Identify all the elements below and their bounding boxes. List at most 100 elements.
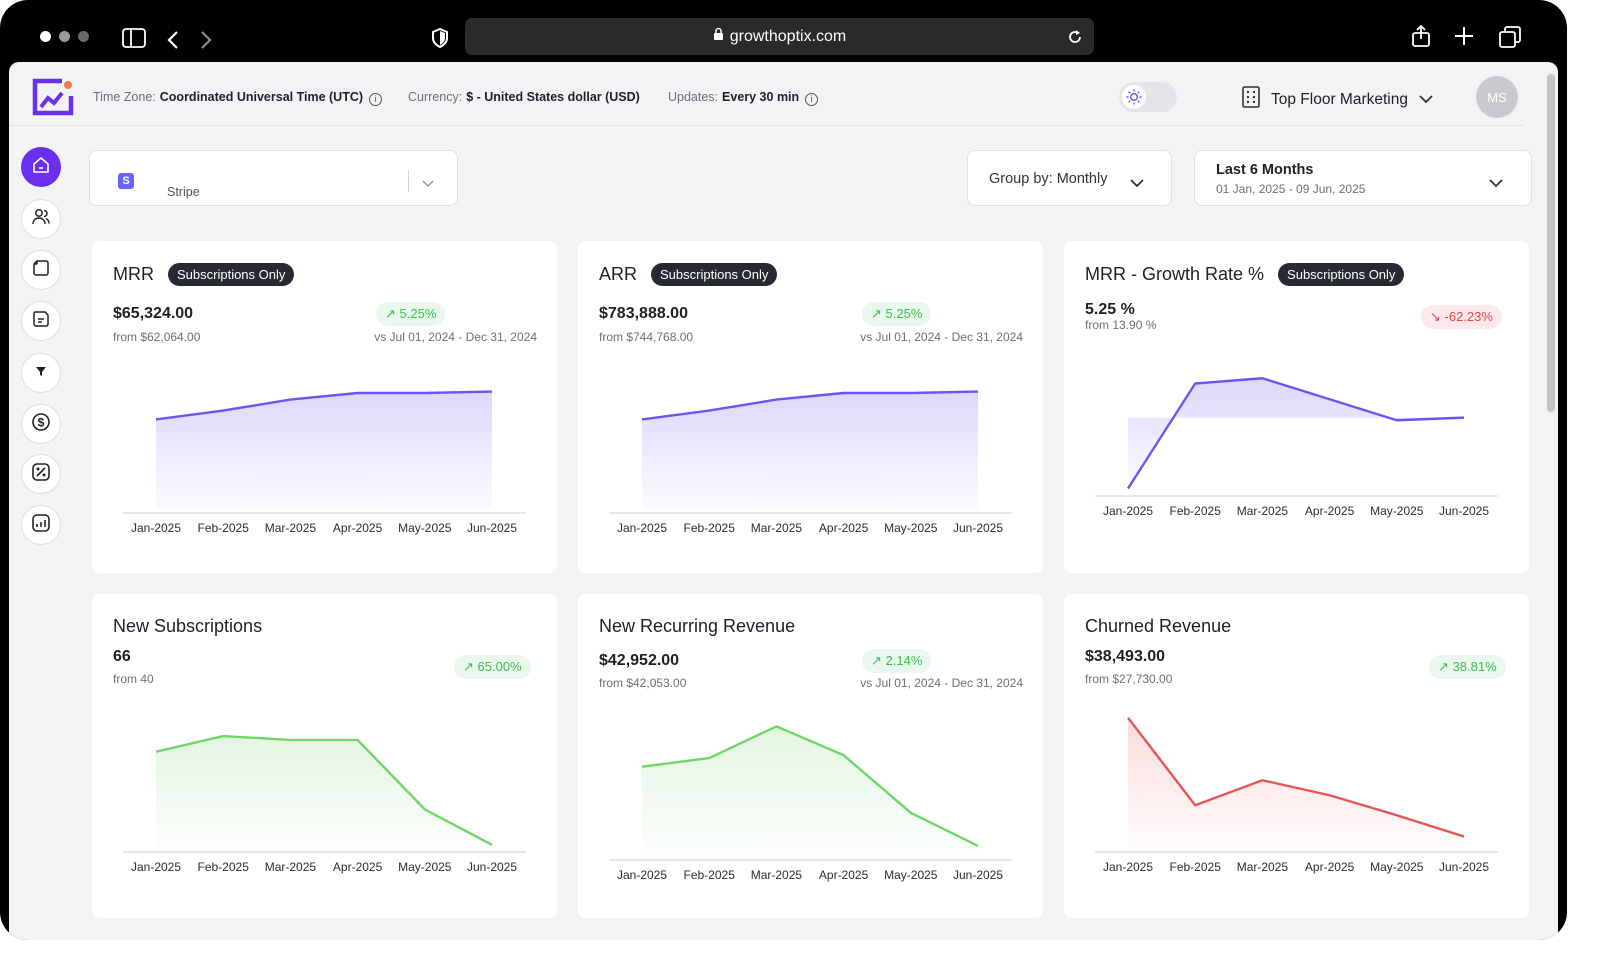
data-point[interactable] xyxy=(422,390,428,396)
filter-pill[interactable]: Subscriptions Only xyxy=(168,263,295,286)
data-point[interactable] xyxy=(773,723,779,729)
x-tick-label: Jan-2025 xyxy=(1103,860,1153,874)
data-point[interactable] xyxy=(1192,381,1198,387)
updates-label: Updates: xyxy=(668,90,719,104)
data-point[interactable] xyxy=(1461,415,1467,421)
card-title-text: MRR - Growth Rate % xyxy=(1085,264,1265,284)
date-range-select[interactable]: Last 6 Months 01 Jan, 2025 - 09 Jun, 202… xyxy=(1194,150,1532,206)
data-point[interactable] xyxy=(908,390,914,396)
data-point[interactable] xyxy=(287,397,293,403)
metric-from: from $62,064.00 xyxy=(113,330,201,344)
sidebar-item-users[interactable] xyxy=(21,199,61,239)
data-point[interactable] xyxy=(1327,396,1333,402)
sidebar-item-home[interactable] xyxy=(21,147,61,187)
sidebar-icon[interactable] xyxy=(122,28,146,52)
reload-icon[interactable] xyxy=(1067,29,1083,49)
x-tick-label: Jan-2025 xyxy=(617,521,667,535)
address-bar[interactable]: growthoptix.com xyxy=(465,18,1094,55)
data-point[interactable] xyxy=(706,408,712,414)
sidebar-item-reports[interactable] xyxy=(21,301,61,341)
filter-pill[interactable]: Subscriptions Only xyxy=(651,263,778,286)
sidebar-item-funnel[interactable] xyxy=(21,353,61,393)
x-tick-label: Feb-2025 xyxy=(1170,504,1222,518)
card-new-subscriptions: New Subscriptions 66 from 40 ↗ 65.00% Ja… xyxy=(92,594,557,918)
company-selector[interactable]: Top Floor Marketing xyxy=(1241,86,1434,113)
mrr-chart[interactable]: Jan-2025 Feb-2025 Mar-2025 Apr-2025 May-2025… xyxy=(92,241,557,573)
data-point[interactable] xyxy=(489,842,495,848)
timezone-info: Time Zone: Coordinated Universal Time (UT… xyxy=(93,90,383,106)
data-point[interactable] xyxy=(1125,715,1131,721)
minimize-dot[interactable] xyxy=(59,31,70,42)
data-point[interactable] xyxy=(639,416,645,422)
data-point[interactable] xyxy=(287,737,293,743)
x-tick-label: Apr-2025 xyxy=(1305,504,1355,518)
data-point[interactable] xyxy=(1259,375,1265,381)
data-point[interactable] xyxy=(489,389,495,395)
data-point[interactable] xyxy=(908,810,914,816)
close-dot[interactable] xyxy=(40,31,51,42)
data-point[interactable] xyxy=(841,752,847,758)
churned-revenue-chart[interactable]: Jan-2025 Feb-2025 Mar-2025 Apr-2025 May-2025… xyxy=(1064,594,1529,918)
data-point[interactable] xyxy=(1125,486,1131,492)
avatar[interactable]: MS xyxy=(1476,76,1518,118)
info-icon[interactable]: i xyxy=(805,93,819,106)
select-divider xyxy=(408,170,409,192)
info-icon[interactable]: i xyxy=(369,93,383,106)
data-point[interactable] xyxy=(1192,802,1198,808)
new-recurring-revenue-chart[interactable]: Jan-2025 Feb-2025 Mar-2025 Apr-2025 May-2025… xyxy=(578,594,1043,918)
data-point[interactable] xyxy=(1259,777,1265,783)
data-point[interactable] xyxy=(1461,834,1467,840)
card-title: MRR - Growth Rate % Subscriptions Only xyxy=(1085,263,1405,286)
data-point[interactable] xyxy=(975,389,981,395)
page-scrollbar[interactable] xyxy=(1547,74,1555,412)
data-point[interactable] xyxy=(153,749,159,755)
timezone-value: Coordinated Universal Time (UTC) xyxy=(159,90,364,104)
series-line xyxy=(155,734,493,846)
data-point[interactable] xyxy=(706,755,712,761)
data-point[interactable] xyxy=(841,390,847,396)
mrr-growth-chart[interactable]: Jan-2025 Feb-2025 Mar-2025 Apr-2025 May-2025… xyxy=(1064,241,1529,573)
metric-value: $38,493.00 xyxy=(1085,648,1166,665)
tabs-icon[interactable] xyxy=(1499,26,1521,52)
shield-icon[interactable] xyxy=(431,27,449,52)
data-point[interactable] xyxy=(422,806,428,812)
data-point[interactable] xyxy=(153,416,159,422)
forward-icon[interactable] xyxy=(199,30,213,54)
comparison-period: vs Jul 01, 2024 - Dec 31, 2024 xyxy=(860,330,1023,344)
data-point[interactable] xyxy=(1327,792,1333,798)
sidebar-item-discounts[interactable] xyxy=(21,454,61,494)
card-title-text: MRR xyxy=(113,264,154,284)
data-point[interactable] xyxy=(773,397,779,403)
x-tick-label: Mar-2025 xyxy=(1237,860,1289,874)
data-point[interactable] xyxy=(220,408,226,414)
data-point[interactable] xyxy=(639,764,645,770)
filter-pill[interactable]: Subscriptions Only xyxy=(1278,263,1405,286)
metric-value: $783,888.00 xyxy=(599,305,688,322)
data-point[interactable] xyxy=(975,843,981,849)
zoom-dot[interactable] xyxy=(78,31,89,42)
arr-chart[interactable]: Jan-2025 Feb-2025 Mar-2025 Apr-2025 May-2025… xyxy=(578,241,1043,573)
sidebar-item-documents[interactable] xyxy=(21,250,61,290)
trend-up-icon: ↗ xyxy=(871,653,882,668)
data-point[interactable] xyxy=(355,390,361,396)
trend-up-icon: ↗ xyxy=(1438,659,1449,674)
data-point[interactable] xyxy=(1394,417,1400,423)
back-icon[interactable] xyxy=(166,30,180,54)
sidebar-item-revenue[interactable]: $ xyxy=(21,404,61,444)
source-select[interactable]: S Stripe xyxy=(89,150,458,206)
card-churned-revenue: Churned Revenue $38,493.00 from $27,730.… xyxy=(1064,594,1529,918)
x-tick-label: Feb-2025 xyxy=(1170,860,1222,874)
x-tick-label: Apr-2025 xyxy=(1305,860,1355,874)
new-subscriptions-chart[interactable]: Jan-2025 Feb-2025 Mar-2025 Apr-2025 May-2025… xyxy=(92,594,557,918)
sun-icon xyxy=(1122,85,1146,109)
data-point[interactable] xyxy=(355,737,361,743)
theme-toggle[interactable] xyxy=(1119,82,1177,112)
sidebar-item-analytics[interactable] xyxy=(21,505,61,545)
data-point[interactable] xyxy=(1394,812,1400,818)
group-by-select[interactable]: Group by: Monthly xyxy=(967,150,1172,206)
data-point[interactable] xyxy=(220,733,226,739)
share-icon[interactable] xyxy=(1411,24,1431,52)
currency-value: $ - United States dollar (USD) xyxy=(466,90,640,104)
plus-icon[interactable] xyxy=(1454,26,1474,50)
growthoptix-logo[interactable] xyxy=(32,78,74,116)
